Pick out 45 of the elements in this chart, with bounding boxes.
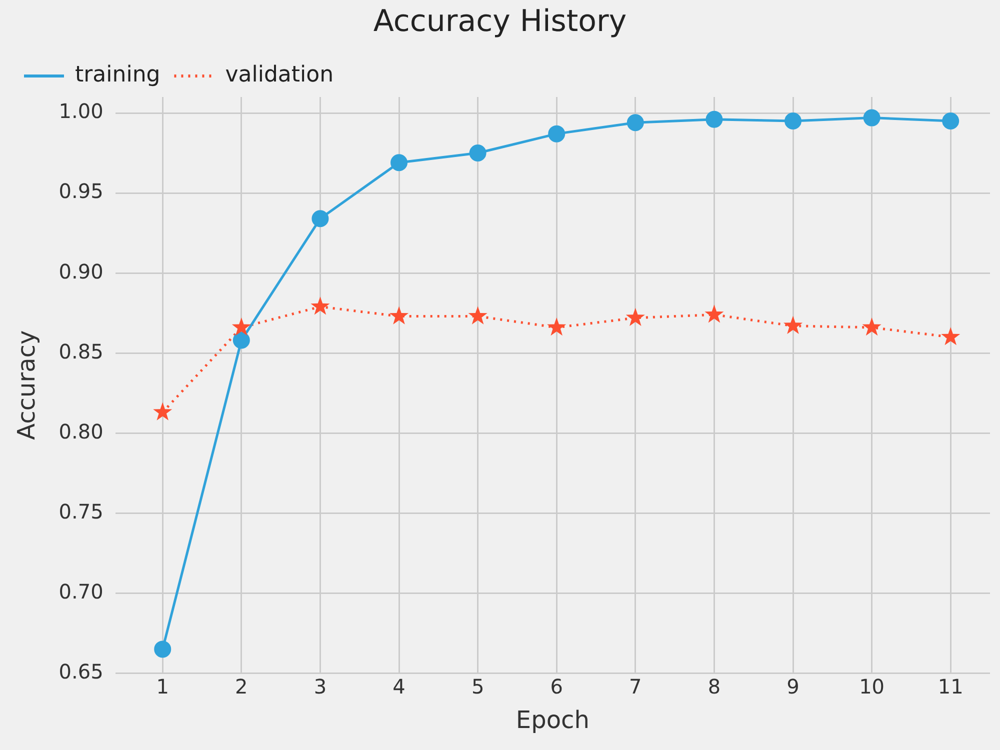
y-axis-title: Accuracy bbox=[12, 330, 41, 440]
point bbox=[706, 110, 723, 128]
point bbox=[310, 296, 330, 315]
x-axis-title: Epoch bbox=[516, 706, 590, 734]
point bbox=[783, 316, 803, 334]
x-tick-label: 10 bbox=[859, 674, 885, 698]
y-tick-label: 0.80 bbox=[58, 419, 104, 444]
point bbox=[390, 154, 408, 172]
y-tick-label: 0.90 bbox=[58, 259, 104, 284]
point bbox=[389, 306, 409, 324]
point bbox=[547, 317, 566, 336]
y-tick-label: 0.85 bbox=[58, 339, 104, 364]
point bbox=[312, 210, 329, 228]
legend-label: validation bbox=[225, 62, 334, 88]
y-tick-label: 0.75 bbox=[58, 499, 104, 524]
point bbox=[941, 327, 960, 346]
point bbox=[863, 109, 880, 126]
y-tick-label: 0.70 bbox=[58, 579, 104, 604]
point bbox=[704, 304, 724, 323]
x-tick-label: 2 bbox=[235, 674, 248, 698]
legend-label: training bbox=[75, 62, 160, 88]
x-tick-label: 1 bbox=[156, 674, 169, 698]
point bbox=[232, 332, 250, 349]
x-tick-label: 9 bbox=[786, 674, 800, 698]
y-tick-label: 1.00 bbox=[58, 99, 104, 124]
point bbox=[548, 125, 566, 142]
point bbox=[153, 402, 172, 420]
point bbox=[232, 317, 251, 336]
point bbox=[862, 317, 882, 336]
point bbox=[784, 112, 802, 130]
point bbox=[942, 112, 960, 130]
x-tick-label: 8 bbox=[708, 674, 721, 698]
point bbox=[468, 306, 488, 324]
point bbox=[626, 308, 645, 326]
point bbox=[469, 144, 486, 162]
x-tick-label: 3 bbox=[314, 674, 327, 698]
y-tick-label: 0.95 bbox=[58, 179, 104, 204]
x-tick-label: 11 bbox=[938, 674, 964, 698]
x-tick-label: 4 bbox=[392, 674, 406, 698]
x-tick-label: 5 bbox=[471, 674, 484, 698]
x-tick-label: 7 bbox=[629, 674, 642, 698]
point bbox=[626, 114, 644, 132]
y-tick-label: 0.65 bbox=[58, 659, 104, 684]
chart-title: Accuracy History bbox=[373, 4, 627, 39]
x-tick-label: 6 bbox=[550, 674, 563, 698]
